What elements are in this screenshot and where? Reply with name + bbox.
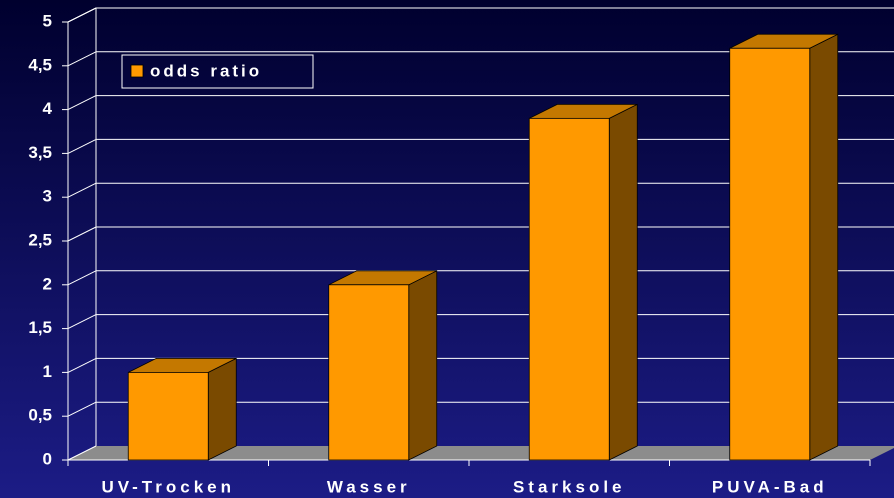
bar-side	[809, 33, 839, 461]
grid-diagonal	[67, 401, 97, 417]
y-tick-label: 3,5	[28, 143, 52, 162]
x-tick-label: Wasser	[327, 477, 411, 496]
x-tick-label: UV-Trocken	[101, 477, 235, 496]
bar-side	[207, 357, 237, 461]
grid-diagonal	[67, 95, 97, 111]
legend-box	[121, 54, 314, 89]
y-tick-label: 0	[43, 449, 52, 468]
grid-diagonal	[67, 138, 97, 154]
bar	[328, 284, 410, 461]
bar	[729, 47, 811, 461]
grid-diagonal	[67, 182, 97, 198]
y-tick-label: 4,5	[28, 55, 52, 74]
x-tick-label: Starksole	[513, 477, 626, 496]
grid-diagonal	[67, 226, 97, 242]
y-tick-label: 1,5	[28, 318, 52, 337]
y-tick-label: 0,5	[28, 406, 52, 425]
grid-diagonal	[67, 7, 97, 23]
y-tick-label: 2	[43, 274, 52, 293]
x-tick-label: PUVA-Bad	[712, 477, 828, 496]
grid-diagonal	[67, 314, 97, 330]
floor	[68, 446, 894, 460]
y-tick-label: 2,5	[28, 230, 52, 249]
y-tick-label: 1	[43, 362, 52, 381]
legend-label: odds ratio	[150, 61, 262, 80]
grid-diagonal	[67, 357, 97, 373]
legend-swatch	[130, 64, 144, 78]
y-tick-label: 3	[43, 187, 52, 206]
bar	[127, 371, 209, 461]
grid-diagonal	[67, 445, 97, 461]
y-tick-label: 5	[43, 11, 52, 30]
y-tick-label: 4	[43, 99, 53, 118]
grid-diagonal	[67, 270, 97, 286]
bar	[528, 117, 610, 461]
bar-side	[608, 103, 638, 461]
grid-diagonal	[67, 51, 97, 67]
bar-side	[408, 270, 438, 461]
